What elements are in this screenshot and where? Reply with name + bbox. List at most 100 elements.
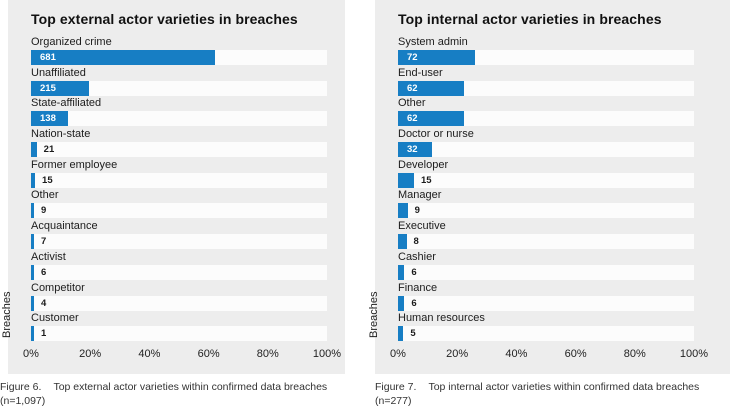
category-label: System admin bbox=[398, 36, 468, 48]
chart-row: Acquaintance 7 bbox=[31, 220, 327, 251]
bar-track: 6 bbox=[398, 264, 694, 280]
bar-value-label: 32 bbox=[407, 144, 418, 156]
bar-track: 6 bbox=[398, 295, 694, 311]
category-label: Human resources bbox=[398, 312, 485, 325]
bar-track: 9 bbox=[31, 203, 327, 219]
bar-track: 138 bbox=[31, 111, 327, 127]
category-label: Competitor bbox=[31, 281, 85, 294]
x-tick-label: 60% bbox=[564, 347, 587, 360]
bar bbox=[31, 264, 34, 280]
bar-track: 72 bbox=[398, 50, 694, 65]
category-label: State-affiliated bbox=[31, 97, 102, 110]
bar-value-label: 72 bbox=[407, 52, 418, 63]
chart-title: Top internal actor varieties in breaches bbox=[398, 11, 662, 27]
bar-value-label: 62 bbox=[407, 113, 418, 125]
category-label: Former employee bbox=[31, 158, 118, 171]
bar-track: 7 bbox=[31, 234, 327, 250]
bar bbox=[31, 172, 36, 188]
chart-row: Customer 1 bbox=[31, 312, 327, 343]
y-axis-label: Breaches bbox=[1, 291, 13, 338]
chart-row: Competitor 4 bbox=[31, 282, 327, 313]
bar bbox=[398, 326, 404, 342]
chart-row: System admin 72 bbox=[398, 36, 694, 67]
bar-track: 5 bbox=[398, 326, 694, 342]
x-tick-label: 20% bbox=[79, 347, 102, 360]
figure-number: Figure 7. bbox=[375, 381, 417, 393]
bar-track: 6 bbox=[31, 264, 327, 280]
category-label: Organized crime bbox=[31, 36, 112, 48]
figure-internal-actors: Top internal actor varieties in breaches… bbox=[368, 0, 730, 374]
chart-row: State-affiliated 138 bbox=[31, 97, 327, 128]
bar-value-label: 681 bbox=[40, 52, 56, 63]
bar bbox=[398, 172, 415, 188]
bar-track: 15 bbox=[31, 172, 327, 188]
bar-track: 215 bbox=[31, 80, 327, 96]
chart-row: Former employee 15 bbox=[31, 159, 327, 190]
x-axis: 0% 20% 40% 60% 80% 100% bbox=[390, 347, 708, 362]
category-label: Finance bbox=[398, 281, 438, 294]
bar bbox=[31, 50, 215, 65]
bar-value-label: 15 bbox=[421, 174, 432, 186]
category-label: Manager bbox=[398, 189, 442, 202]
bar bbox=[398, 111, 465, 127]
bar bbox=[398, 295, 405, 311]
bar-track: 8 bbox=[398, 234, 694, 250]
chart-row: End-user 62 bbox=[398, 67, 694, 98]
bar bbox=[31, 326, 34, 342]
y-axis-label: Breaches bbox=[368, 291, 380, 338]
x-tick-label: 100% bbox=[312, 347, 342, 360]
category-label: Unaffiliated bbox=[31, 66, 86, 79]
category-label: Activist bbox=[31, 250, 66, 263]
x-tick-label: 40% bbox=[505, 347, 528, 360]
bar-track: 1 bbox=[31, 326, 327, 342]
bar-value-label: 4 bbox=[41, 297, 47, 309]
bar-value-label: 1 bbox=[41, 328, 47, 340]
category-label: Acquaintance bbox=[31, 220, 98, 233]
chart-row: Unaffiliated 215 bbox=[31, 67, 327, 98]
bar-track: 9 bbox=[398, 203, 694, 219]
bar-track: 681 bbox=[31, 50, 327, 65]
chart-rows: System admin 72 End-user 62 Other 62 Doctor or… bbox=[398, 36, 694, 343]
chart-row: Cashier 6 bbox=[398, 251, 694, 282]
x-tick-label: 0% bbox=[23, 347, 39, 360]
category-label: Customer bbox=[31, 312, 79, 325]
bar bbox=[31, 234, 34, 250]
bar bbox=[398, 80, 465, 96]
bar bbox=[398, 50, 475, 65]
x-tick-label: 80% bbox=[623, 347, 646, 360]
figure-external-actors: Top external actor varieties in breaches… bbox=[1, 0, 345, 374]
bar-value-label: 5 bbox=[410, 328, 416, 340]
bar-value-label: 215 bbox=[40, 82, 56, 94]
bar bbox=[31, 80, 89, 96]
x-tick-label: 0% bbox=[390, 347, 406, 360]
category-label: Other bbox=[398, 97, 426, 110]
bar bbox=[31, 295, 34, 311]
internal-actors-chart-panel: Top internal actor varieties in breaches… bbox=[368, 0, 730, 374]
bar-value-label: 6 bbox=[411, 266, 417, 278]
chart-row: Finance 6 bbox=[398, 282, 694, 313]
category-label: End-user bbox=[398, 66, 443, 79]
bar-value-label: 9 bbox=[41, 205, 47, 217]
chart-row: Other 62 bbox=[398, 97, 694, 128]
sample-size: (n=1,097) bbox=[0, 395, 46, 407]
x-tick-label: 20% bbox=[446, 347, 469, 360]
bar-value-label: 7 bbox=[41, 236, 47, 248]
figure-number: Figure 6. bbox=[0, 381, 42, 393]
bar-track: 15 bbox=[398, 172, 694, 188]
bar-track: 21 bbox=[31, 142, 327, 158]
chart-row: Developer 15 bbox=[398, 159, 694, 190]
caption-text: Top internal actor varieties within conf… bbox=[428, 381, 700, 393]
bar-track: 62 bbox=[398, 111, 694, 127]
x-axis: 0% 20% 40% 60% 80% 100% bbox=[23, 347, 341, 362]
bar-value-label: 8 bbox=[413, 236, 419, 248]
chart-row: Manager 9 bbox=[398, 189, 694, 220]
bar-value-label: 21 bbox=[43, 144, 55, 156]
chart-rows: Organized crime 681 Unaffiliated 215 State-a… bbox=[31, 36, 327, 343]
chart-row: Organized crime 681 bbox=[31, 36, 327, 67]
x-tick-label: 40% bbox=[138, 347, 161, 360]
bar-value-label: 138 bbox=[40, 113, 56, 125]
bar-track: 4 bbox=[31, 295, 327, 311]
chart-row: Activist 6 bbox=[31, 251, 327, 282]
bar bbox=[31, 111, 69, 127]
bar-value-label: 62 bbox=[407, 82, 418, 94]
